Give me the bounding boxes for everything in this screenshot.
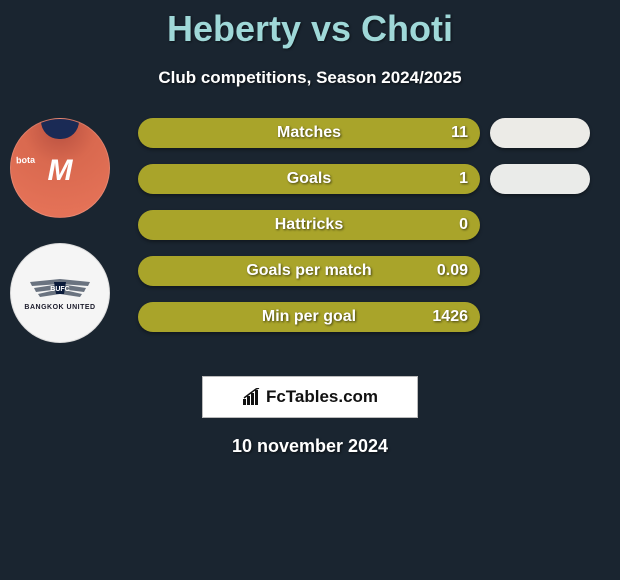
stat-label: Goals xyxy=(287,170,331,188)
choti-club-avatar: BUFC BANGKOK UNITED xyxy=(10,243,110,343)
fctables-badge[interactable]: FcTables.com xyxy=(202,376,418,418)
comparison-date: 10 november 2024 xyxy=(0,436,620,457)
comparison-subtitle: Club competitions, Season 2024/2025 xyxy=(0,68,620,88)
jersey-logo-icon: M xyxy=(48,154,73,188)
stat-value: 0 xyxy=(459,216,468,234)
fctables-text: FcTables.com xyxy=(266,387,378,407)
stat-label: Goals per match xyxy=(246,262,371,280)
stat-value: 11 xyxy=(451,124,468,142)
stat-label: Min per goal xyxy=(262,308,356,326)
stat-value: 1 xyxy=(459,170,468,188)
jersey-collar xyxy=(41,119,79,139)
stat-bar-goals-per-match: Goals per match 0.09 xyxy=(138,256,480,286)
chart-icon xyxy=(242,388,262,406)
svg-text:BUFC: BUFC xyxy=(50,286,69,293)
stat-label: Matches xyxy=(277,124,341,142)
stat-value: 1426 xyxy=(432,308,468,326)
comparison-pill-goals xyxy=(490,164,590,194)
stats-area: bota M BUFC BANGKOK UNITED Matches 11 Go… xyxy=(0,118,620,368)
stat-bar-matches: Matches 11 xyxy=(138,118,480,148)
heberty-avatar: bota M xyxy=(10,118,110,218)
sponsor-text: bota xyxy=(16,155,35,166)
stat-bar-goals: Goals 1 xyxy=(138,164,480,194)
stat-bar-min-per-goal: Min per goal 1426 xyxy=(138,302,480,332)
comparison-pill-matches xyxy=(490,118,590,148)
club-name-text: BANGKOK UNITED xyxy=(11,304,109,311)
stat-label: Hattricks xyxy=(275,216,343,234)
stat-value: 0.09 xyxy=(437,262,468,280)
wings-icon: BUFC xyxy=(20,274,100,304)
stat-bar-hattricks: Hattricks 0 xyxy=(138,210,480,240)
comparison-title: Heberty vs Choti xyxy=(0,0,620,50)
stat-bars: Matches 11 Goals 1 Hattricks 0 Goals per… xyxy=(138,118,480,348)
